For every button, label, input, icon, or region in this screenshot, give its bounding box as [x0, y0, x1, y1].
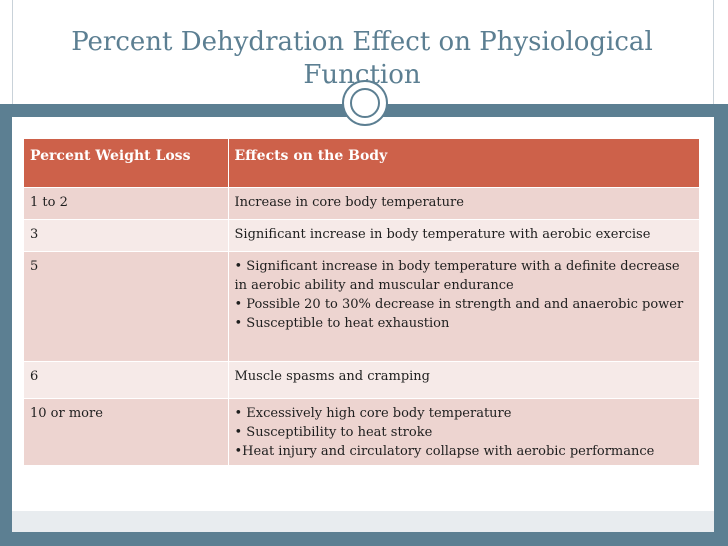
percent-cell: 6: [24, 361, 229, 399]
percent-cell: 1 to 2: [24, 187, 229, 220]
effects-cell: Significant increase in body temperature…: [228, 219, 700, 252]
source-citation: Alabama A&M & Auburn Universities, 2003: [282, 487, 594, 503]
footer-strip: [12, 511, 714, 532]
table-row: 6 Muscle spasms and cramping: [24, 361, 700, 399]
table-row: 3 Significant increase in body temperatu…: [24, 219, 700, 252]
header-percent-weight-loss: Percent Weight Loss: [24, 139, 229, 188]
effects-cell: • Significant increase in body temperatu…: [228, 251, 700, 362]
percent-cell: 5: [24, 251, 229, 362]
table-row: 1 to 2 Increase in core body temperature: [24, 187, 700, 220]
dehydration-table: Percent Weight Loss Effects on the Body …: [24, 139, 700, 465]
table-header-row: Percent Weight Loss Effects on the Body: [24, 139, 700, 188]
table-row: 10 or more • Excessively high core body …: [24, 398, 700, 465]
effect-line: • Possible 20 to 30% decrease in strengt…: [234, 297, 684, 312]
effects-cell: Muscle spasms and cramping: [228, 361, 700, 399]
header-effects-on-body: Effects on the Body: [228, 139, 700, 188]
effect-line: Muscle spasms and cramping: [234, 369, 431, 384]
effects-cell: • Excessively high core body temperature…: [228, 398, 700, 465]
effect-line: • Susceptible to heat exhaustion: [234, 316, 450, 331]
effect-line: Increase in core body temperature: [234, 195, 464, 210]
slide-title: Percent Dehydration Effect on Physiologi…: [71, 27, 653, 90]
percent-cell: 10 or more: [24, 398, 229, 465]
effect-line: • Significant increase in body temperatu…: [234, 259, 680, 293]
circle-ornament-inner: [350, 88, 380, 118]
percent-cell: 3: [24, 219, 229, 252]
table-row: 5 • Significant increase in body tempera…: [24, 251, 700, 362]
effects-cell: Increase in core body temperature: [228, 187, 700, 220]
effect-line: • Susceptibility to heat stroke: [234, 425, 433, 440]
effect-line: Significant increase in body temperature…: [234, 227, 651, 242]
effect-line: •Heat injury and circulatory collapse wi…: [234, 444, 655, 459]
effect-line: • Excessively high core body temperature: [234, 406, 512, 421]
circle-ornament-icon: [342, 80, 388, 126]
